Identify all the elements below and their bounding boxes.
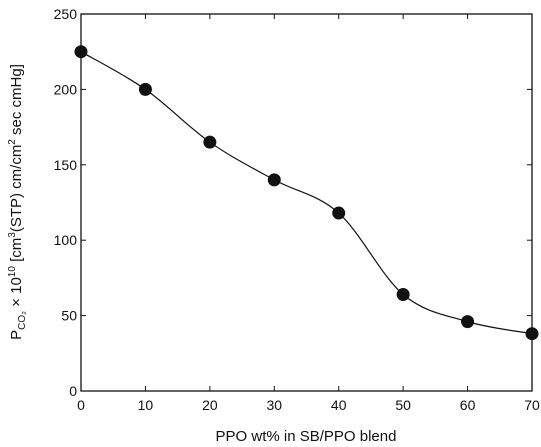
data-point: [332, 206, 346, 220]
data-point: [396, 287, 410, 301]
plot-frame: [80, 13, 533, 392]
y-axis-title-times: × 10: [8, 277, 25, 311]
y-tick-label: 0: [69, 383, 77, 399]
x-axis-title: PPO wt% in SB/PPO blend: [216, 428, 397, 445]
data-point: [461, 315, 475, 329]
y-axis-title-unit-mid: (STP) cm/cm: [8, 145, 25, 233]
x-tick-label: 40: [331, 397, 347, 413]
x-tick-labels: 0 10 20 30 40 50 60 70: [77, 397, 540, 413]
data-markers: [74, 45, 539, 341]
y-tick-label: 150: [54, 157, 78, 173]
y-axis-title-unit-open: [cm: [8, 238, 25, 266]
series-line: [80, 51, 533, 335]
x-tick-label: 70: [524, 397, 540, 413]
axis-ticks: [80, 13, 533, 392]
x-tick-label: 60: [460, 397, 476, 413]
data-point: [203, 135, 217, 149]
data-point: [267, 173, 281, 187]
x-tick-label: 50: [395, 397, 411, 413]
y-tick-labels: 0 50 100 150 200 250: [54, 6, 78, 399]
y-axis-title: PCO₂ × 1010 [cm3(STP) cm/cm2 sec cmHg]: [7, 64, 28, 340]
y-tick-label: 100: [54, 232, 78, 248]
x-tick-label: 20: [202, 397, 218, 413]
y-axis-title-main: P: [8, 330, 25, 340]
y-axis-title-sub: CO₂: [17, 311, 28, 330]
y-tick-label: 200: [54, 81, 78, 97]
data-point: [525, 327, 539, 341]
y-axis-title-unit-exp2: 2: [7, 139, 18, 145]
y-axis-title-unit-exp1: 3: [7, 232, 18, 238]
y-axis-title-exp: 10: [7, 266, 18, 278]
y-axis-title-unit-close: sec cmHg]: [8, 64, 25, 139]
y-tick-label: 50: [61, 308, 77, 324]
data-point: [138, 82, 152, 96]
data-point: [74, 45, 88, 59]
y-tick-label: 250: [54, 6, 78, 22]
x-tick-label: 30: [266, 397, 282, 413]
x-tick-label: 10: [138, 397, 154, 413]
x-tick-label: 0: [77, 397, 85, 413]
